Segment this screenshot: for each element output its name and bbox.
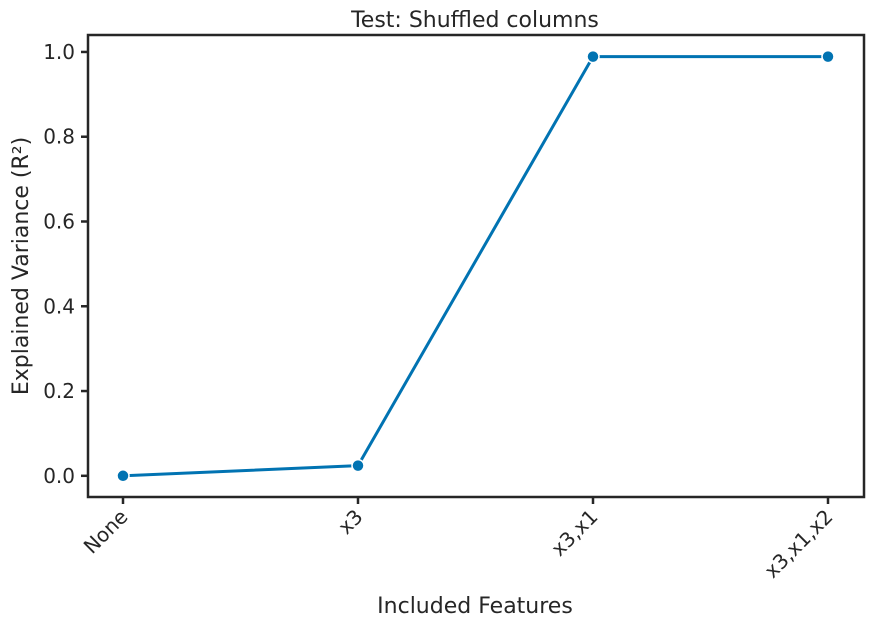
y-tick-label: 0.2	[43, 379, 75, 403]
x-tick-label: x3	[333, 505, 367, 539]
data-point	[586, 49, 600, 64]
data-point	[821, 49, 835, 64]
y-tick-label: 0.8	[43, 125, 75, 149]
y-tick-label: 1.0	[43, 40, 75, 64]
x-tick-label: x3,x1	[546, 505, 602, 561]
series-line	[121, 55, 830, 478]
y-tick-label: 0.6	[43, 209, 75, 233]
y-tick-label: 0.4	[43, 294, 75, 318]
y-axis: 0.0 0.2 0.4 0.6 0.8 1.0	[43, 40, 88, 488]
chart-title: Test: Shuffled columns	[350, 8, 599, 33]
series-layer	[116, 49, 835, 483]
x-tick-label: x3,x1,x2	[759, 505, 837, 583]
x-axis-label: Included Features	[377, 594, 573, 619]
plot-frame	[86, 33, 866, 499]
x-tick-label: None	[79, 505, 133, 559]
data-point	[351, 458, 365, 473]
y-axis-label: Explained Variance (R²)	[9, 137, 34, 395]
x-axis: None x3 x3,x1 x3,x1,x2	[79, 497, 838, 583]
y-tick-label: 0.0	[43, 464, 75, 488]
data-point	[116, 469, 130, 483]
